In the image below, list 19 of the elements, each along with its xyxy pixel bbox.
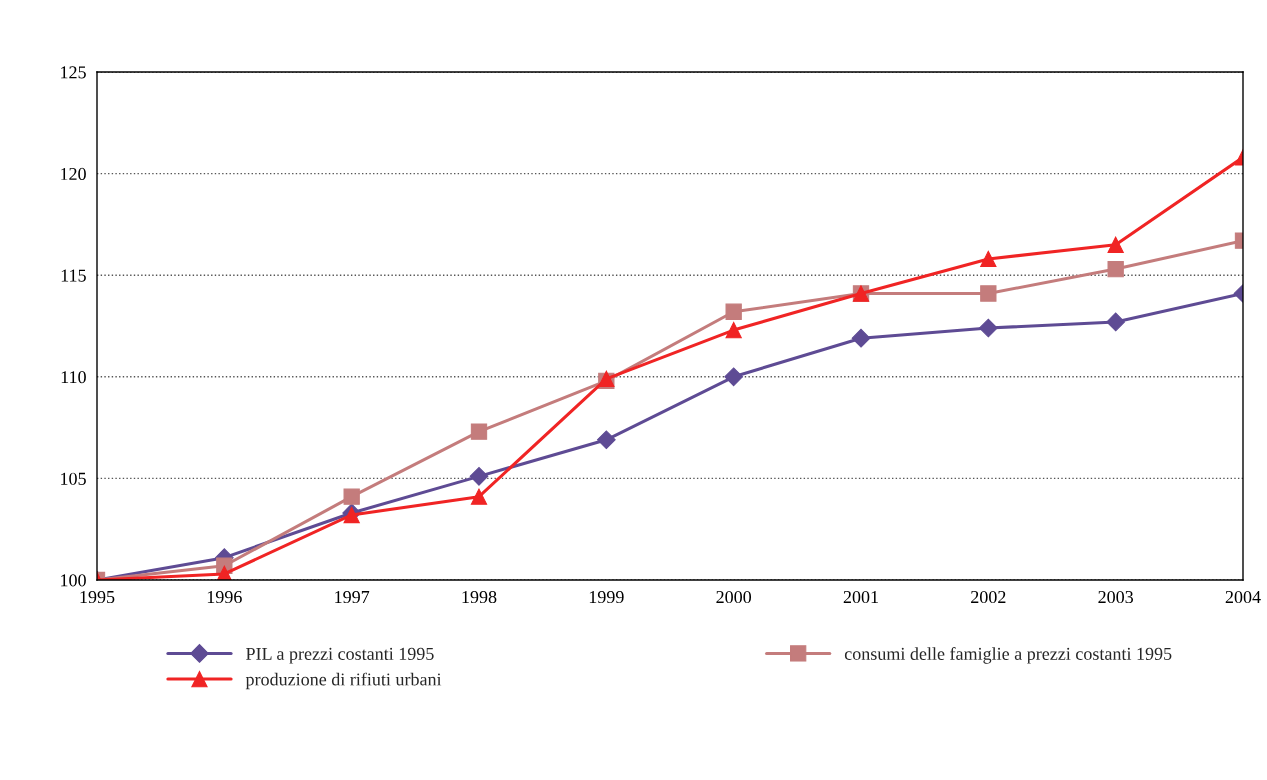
y-tick-label: 125 [61,66,86,79]
x-tick-label: 1999 [589,590,624,604]
y-tick-label: 100 [61,574,86,587]
x-tick-label: 2003 [1098,590,1134,604]
y-tick-label: 105 [61,472,86,485]
x-tick-label: 1996 [207,590,242,604]
legend-label: PIL a prezzi costanti 1995 [246,647,434,664]
legend-label: produzione di rifiuti urbani [245,672,442,690]
x-tick-label: 2001 [843,590,878,604]
y-tick-label: 115 [61,269,86,282]
x-tick-label: 1995 [80,590,115,604]
legend-label: consumi delle famiglie a prezzi costanti 1995 [844,647,1172,664]
y-tick-label: 120 [61,167,86,181]
x-tick-label: 2000 [716,590,752,604]
x-tick-label: 1997 [335,590,370,604]
x-tick-label: 2002 [971,590,1006,604]
y-tick-label: 110 [61,371,86,384]
x-tick-label: 2004 [1225,590,1261,604]
x-tick-label: 1998 [462,590,497,604]
